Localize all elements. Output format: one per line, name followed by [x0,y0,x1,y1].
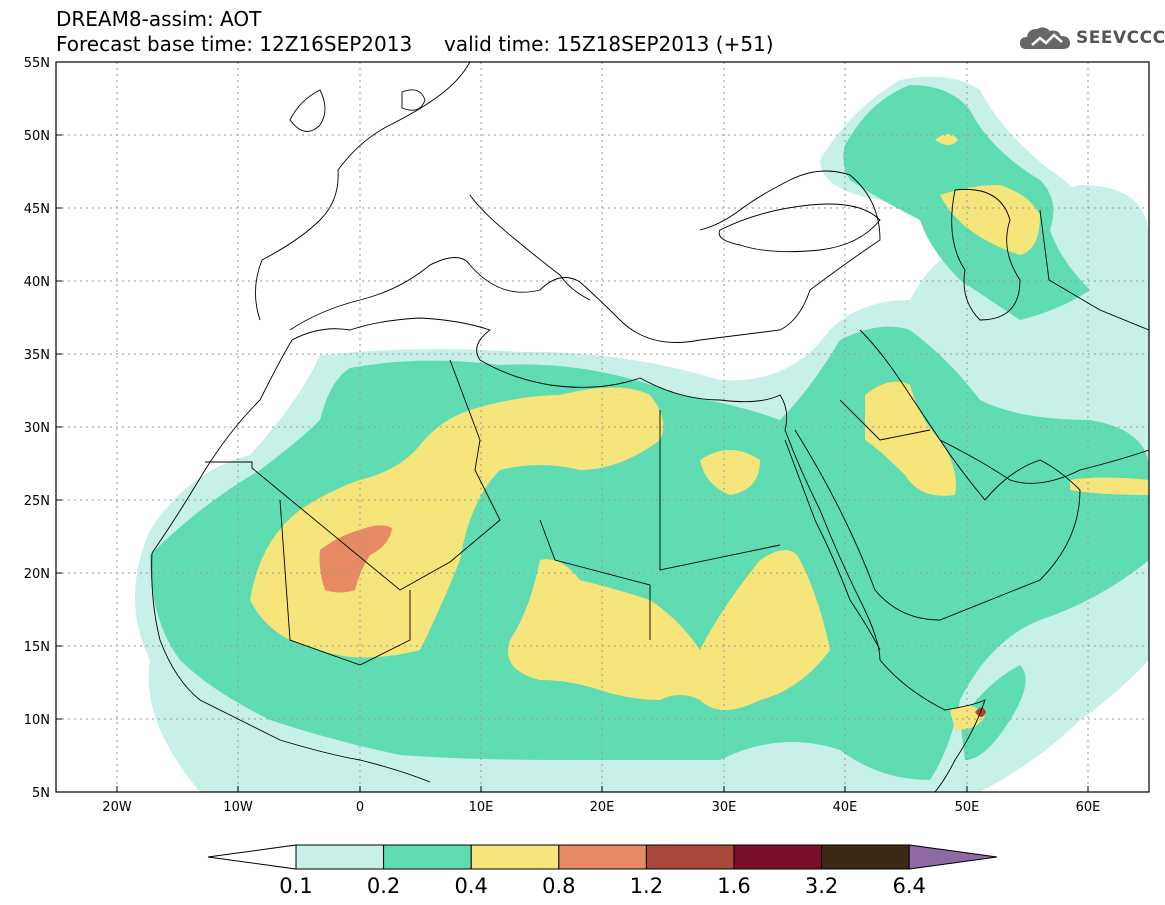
lon-label: 40E [833,800,858,815]
lon-labels: 20W 10W 0 10E 20E 30E 40E 50E 60E [102,800,1100,815]
lon-label: 20W [102,800,132,815]
colorbar-label: 0.4 [454,874,487,898]
lat-label: 55N [24,56,50,71]
lon-label: 10W [223,800,253,815]
colorbar-bin [733,844,823,870]
colorbar-label: 6.4 [892,874,925,898]
lat-label: 35N [24,348,50,363]
colorbar-bin [470,844,560,870]
colorbar-label: 1.2 [630,874,663,898]
lat-label: 45N [24,202,50,217]
colorbar-bin [558,844,647,870]
cloud-icon [1020,27,1070,49]
lon-label: 20E [590,800,615,815]
lat-label: 25N [24,494,50,509]
colorbar-label: 0.1 [279,874,312,898]
aot-band-0.8 [319,525,392,593]
lon-label: 60E [1076,800,1101,815]
colorbar-label: 0.2 [367,874,400,898]
lon-ticks [116,786,1089,792]
colorbar-bin [821,844,910,870]
lat-label: 15N [24,640,50,655]
colorbar: 0.1 0.2 0.4 0.8 1.2 1.6 3.2 6.4 [207,844,998,898]
colorbar-bin [295,844,385,870]
lon-label: 0 [356,800,364,815]
colorbar-label: 1.6 [717,874,750,898]
chart-title: DREAM8-assim: AOT [56,7,262,31]
colorbar-bin [645,844,735,870]
lat-label: 40N [24,275,50,290]
lon-label: 30E [712,800,737,815]
colorbar-bin [383,844,472,870]
coastlines [151,62,1149,792]
lat-labels: 55N 50N 45N 40N 35N 30N 25N 20N 15N 10N … [24,56,50,801]
logo-text: SEEVCCC [1076,28,1165,48]
chart-subtitle: Forecast base time: 12Z16SEP2013 valid t… [56,32,774,56]
lat-label: 30N [24,421,50,436]
lat-label: 20N [24,567,50,582]
colorbar-below [207,844,297,870]
colorbar-label: 0.8 [542,874,575,898]
lat-label: 10N [24,713,50,728]
lat-label: 5N [32,786,50,801]
colorbar-above [908,844,998,870]
lat-ticks [56,61,62,793]
aot-field [135,76,1149,792]
colorbar-label: 3.2 [805,874,838,898]
lat-label: 50N [24,129,50,144]
lon-label: 50E [955,800,980,815]
graticule [56,62,1149,792]
lon-label: 10E [469,800,494,815]
seevccc-logo: SEEVCCC [1018,22,1165,54]
